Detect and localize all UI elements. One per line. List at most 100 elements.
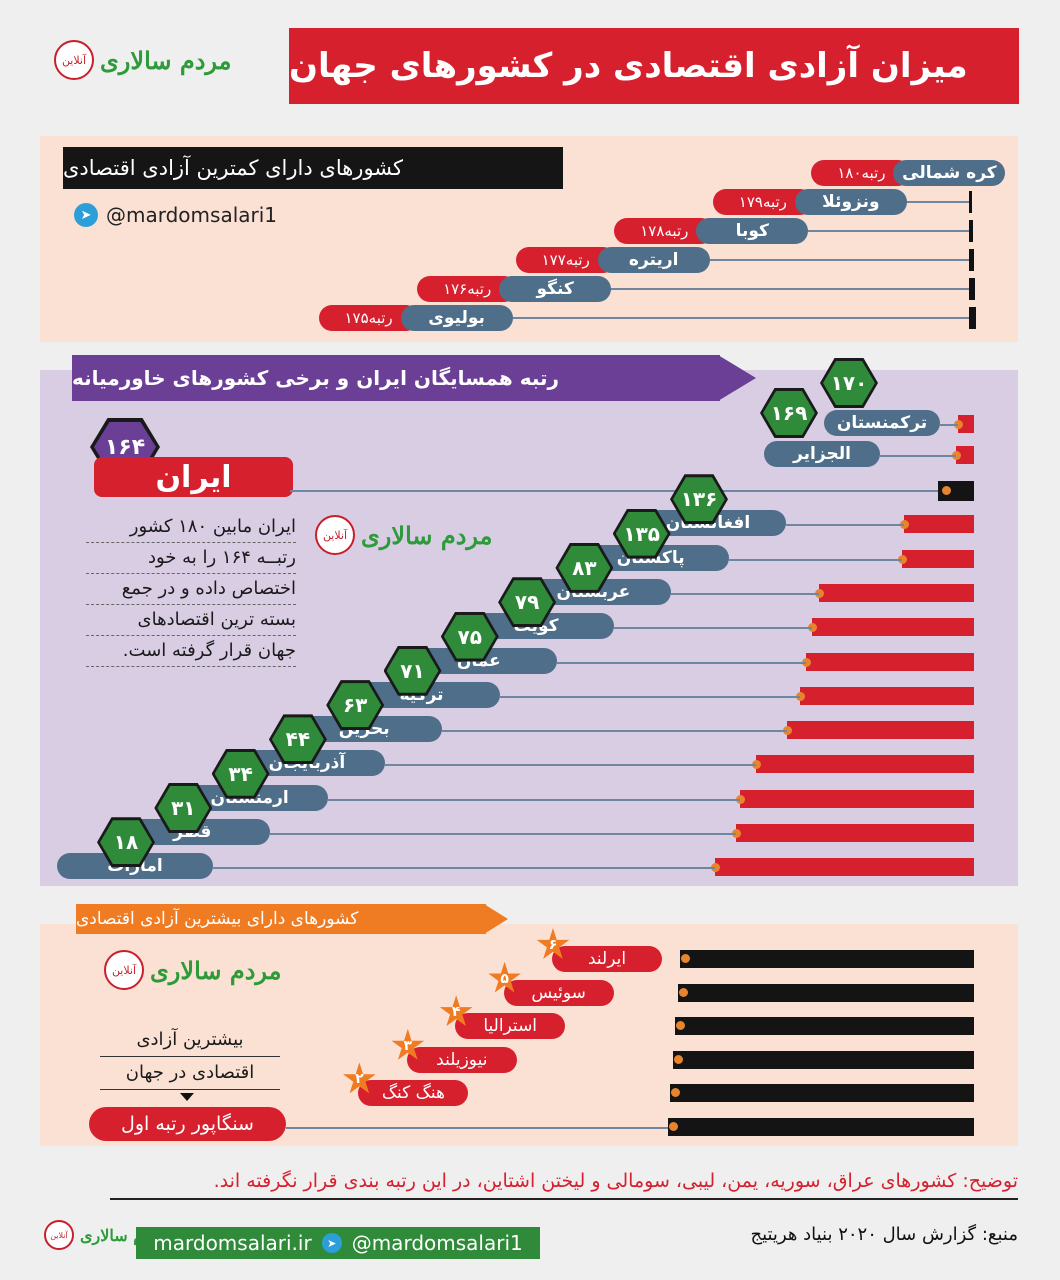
neighbor-connector-line xyxy=(728,558,902,561)
most-free-bar xyxy=(675,1017,974,1036)
least-free-heading: کشورهای دارای کمترین آزادی اقتصادی xyxy=(63,147,563,189)
neighbor-bar-dot xyxy=(710,863,720,873)
neighbor-connector-line xyxy=(384,764,757,767)
neighbor-country-label: ترکمنستان xyxy=(824,410,940,436)
logo-text: مردم سالاری xyxy=(100,45,232,75)
least-end-tick xyxy=(969,249,974,271)
neighbor-connector-line xyxy=(499,695,800,698)
neighbor-bar-dot xyxy=(952,451,962,460)
most-free-heading-arrow xyxy=(484,904,508,934)
neighbor-connector-line xyxy=(614,627,813,630)
neighbor-bar xyxy=(740,789,974,808)
least-country-label: کره شمالی xyxy=(893,160,1006,186)
neighbor-rank-value: ۳۴ xyxy=(214,751,267,796)
caption-line: اقتصادی در جهان xyxy=(100,1057,280,1090)
neighbor-bar xyxy=(799,686,974,705)
singapore-connector-line xyxy=(286,1127,668,1129)
most-free-country-label: ایرلند xyxy=(552,946,662,972)
neighbor-bar-dot xyxy=(795,691,805,701)
neighbor-bar xyxy=(714,858,974,877)
neighbor-rank-value: ۳۱ xyxy=(157,786,210,830)
least-rank-label: رتبه۱۷۹ xyxy=(712,189,813,215)
least-country-label: کنگو xyxy=(499,276,612,302)
neighbor-rank-value: ۱۷۰ xyxy=(823,361,875,405)
neighbor-bar xyxy=(756,755,974,774)
most-free-bar xyxy=(667,1118,974,1136)
neighbor-bar-dot xyxy=(782,726,792,736)
footer-source: منبع: گزارش سال ۲۰۲۰ بنیاد هریتیج xyxy=(750,1224,1018,1245)
least-country-label: ونزوئلا xyxy=(794,189,907,215)
paragraph-line: بسته ترین اقتصادهای xyxy=(86,605,296,636)
telegram-handle[interactable]: ➤ @mardomsalari1 xyxy=(74,203,277,227)
most-free-bar-dot xyxy=(681,954,690,963)
neighbor-bar xyxy=(903,515,974,534)
most-free-country-label: استرالیا xyxy=(455,1013,566,1040)
most-free-bar-dot xyxy=(668,1122,678,1131)
logo-badge: آنلاین xyxy=(315,515,355,555)
paragraph-line: جهان قرار گرفته است. xyxy=(86,636,296,667)
neighbor-connector-line xyxy=(442,730,787,733)
down-arrow-icon xyxy=(180,1093,194,1101)
footer-note: توضیح: کشورهای عراق، سوریه، یمن، لیبی، س… xyxy=(110,1170,1018,1200)
footer-handle[interactable]: @mardomsalari1 xyxy=(351,1231,523,1255)
neighbor-connector-line xyxy=(786,524,904,527)
most-free-bar xyxy=(672,1050,974,1069)
iran-paragraph: ایران مابین ۱۸۰ کشور رتبــه ۱۶۴ را به خو… xyxy=(86,512,296,667)
neighbor-connector-line xyxy=(940,424,958,426)
least-end-tick xyxy=(969,307,976,329)
most-free-country-label: نیوزیلند xyxy=(406,1046,517,1073)
neighbor-bar-dot xyxy=(802,657,811,667)
neighbor-bar xyxy=(735,824,974,842)
neighbor-rank-value: ۱۳۵ xyxy=(615,511,668,556)
neighbors-logo: آنلاین مردم سالاری xyxy=(315,515,492,555)
telegram-icon: ➤ xyxy=(74,203,98,227)
most-free-bar xyxy=(670,1084,974,1103)
neighbor-bar-dot xyxy=(898,554,907,564)
neighbor-rank-value: ۱۳۶ xyxy=(673,477,725,522)
neighbor-rank-value: ۴۴ xyxy=(271,717,324,762)
least-connector-line xyxy=(535,259,970,261)
neighbors-heading: رتبه همسایگان ایران و برخی کشورهای خاورم… xyxy=(72,355,720,401)
neighbor-connector-line xyxy=(213,867,715,870)
most-free-caption: بیشترین آزادی اقتصادی در جهان xyxy=(100,1024,280,1090)
iran-connector-line xyxy=(290,490,949,492)
caption-line: بیشترین آزادی xyxy=(100,1024,280,1057)
neighbor-connector-line xyxy=(556,661,806,664)
neighbor-rank-hex: ۱۳۵ xyxy=(612,508,671,559)
most-free-country-label: هنگ کنگ xyxy=(358,1080,469,1107)
least-end-tick xyxy=(969,278,975,300)
most-free-country-label: سوئیس xyxy=(503,979,614,1006)
logo-badge: آنلاین xyxy=(54,40,94,80)
footer-website[interactable]: mardomsalari.ir xyxy=(153,1231,312,1255)
telegram-handle-text: @mardomsalari1 xyxy=(106,203,278,227)
neighbor-bar xyxy=(786,721,974,740)
footer-links: mardomsalari.ir ➤ @mardomsalari1 xyxy=(136,1227,540,1259)
neighbor-bar-dot xyxy=(731,829,741,838)
neighbor-bar xyxy=(806,652,974,671)
neighbor-rank-hex: ۱۷۰ xyxy=(820,358,878,408)
most-free-bar xyxy=(677,983,974,1002)
neighbor-rank-hex: ۱۳۶ xyxy=(670,474,728,525)
neighbor-rank-hex: ۱۶۹ xyxy=(760,388,818,438)
neighbors-heading-arrow xyxy=(718,355,756,401)
neighbor-rank-value: ۱۶۹ xyxy=(763,391,815,435)
iran-label: ایران xyxy=(94,457,293,497)
most-free-bar xyxy=(680,950,974,968)
logo-badge: آنلاین xyxy=(44,1220,74,1250)
least-end-tick xyxy=(969,220,973,242)
least-connector-line xyxy=(338,317,970,319)
least-country-label: کوبا xyxy=(696,218,809,244)
least-country-label: بولیوی xyxy=(400,305,513,331)
neighbor-bar-dot xyxy=(899,520,909,530)
neighbor-bar-dot xyxy=(752,760,762,770)
most-free-bar-dot xyxy=(673,1054,683,1064)
neighbor-rank-value: ۷۱ xyxy=(386,648,439,693)
most-free-heading: کشورهای دارای بیشترین آزادی اقتصادی xyxy=(76,904,486,934)
paragraph-line: ایران مابین ۱۸۰ کشور xyxy=(86,512,296,543)
neighbor-rank-value: ۸۳ xyxy=(558,545,611,590)
neighbor-rank-value: ۱۸ xyxy=(100,820,152,865)
logo-text: مردم سالاری xyxy=(150,955,282,985)
neighbor-bar-dot xyxy=(736,794,746,804)
header-logo: آنلاین مردم سالاری xyxy=(54,40,231,80)
neighbor-bar xyxy=(902,549,974,568)
